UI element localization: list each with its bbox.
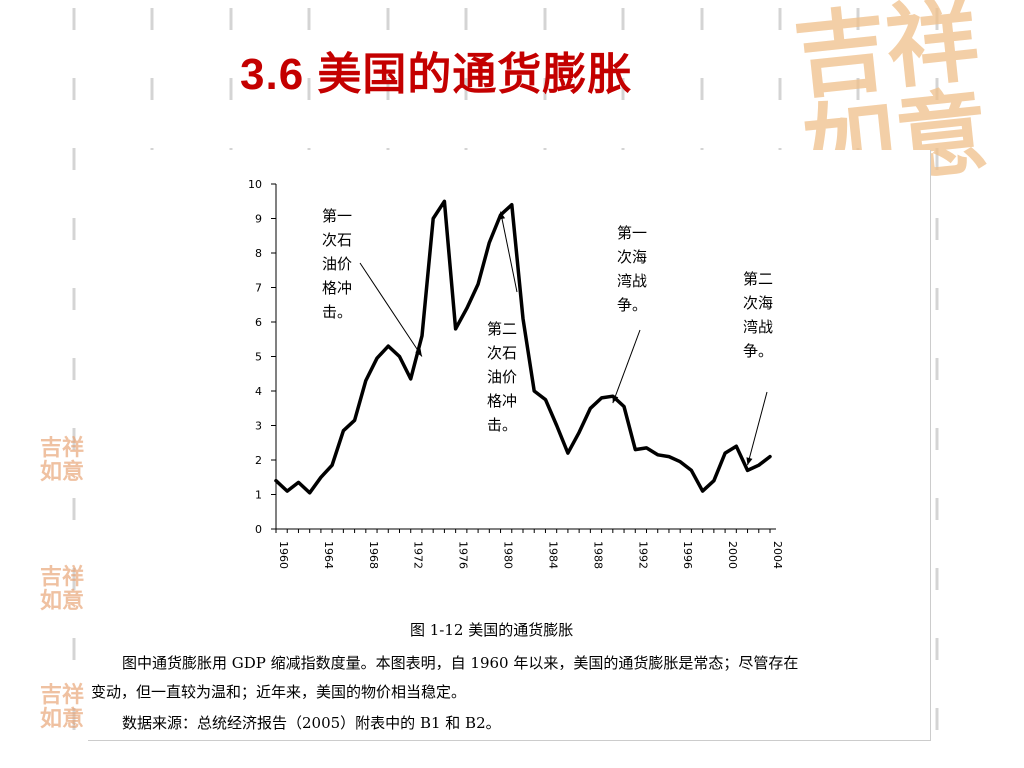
annotation-text: 油价 (487, 368, 517, 386)
small-seal-icon: 吉祥 如意 (40, 682, 85, 732)
description-line-2: 变动，但一直较为温和；近年来，美国的物价相当稳定。 (91, 683, 467, 701)
annotation-text: 第一 (617, 224, 647, 242)
figure-caption: 图 1-12 美国的通货膨胀 (410, 621, 574, 639)
y-tick-label: 8 (255, 247, 262, 260)
annotation-arrow (747, 391, 768, 466)
y-tick-label: 10 (248, 178, 262, 191)
data-source-note: 数据来源：总统经济报告（2005）附表中的 B1 和 B2。 (122, 714, 501, 732)
y-tick-label: 2 (255, 454, 262, 467)
annotation-arrow (359, 262, 423, 357)
annotation-text: 第二 (743, 270, 773, 288)
x-tick-label: 1960 (277, 541, 290, 569)
annotation-text: 击。 (487, 416, 517, 434)
annotation-text: 次石 (487, 344, 517, 362)
annotation-text: 次石 (322, 231, 352, 249)
x-tick-label: 1976 (457, 541, 470, 569)
slide-title: 3.6 美国的通货膨胀 (240, 50, 633, 99)
annotation-text: 击。 (322, 303, 352, 321)
y-tick-label: 0 (255, 523, 262, 536)
y-tick-label: 1 (255, 489, 262, 502)
annotation-arrow (500, 211, 518, 293)
annotation-text: 次海 (743, 294, 773, 312)
annotation-text: 第一 (322, 207, 352, 225)
x-tick-label: 1984 (546, 541, 559, 569)
inflation-series-line (274, 199, 772, 495)
x-tick-label: 2004 (771, 541, 784, 569)
annotation-arrow (612, 329, 641, 404)
x-tick-label: 1996 (681, 541, 694, 569)
small-seal-icon: 吉祥 如意 (40, 435, 85, 485)
annotation-text: 油价 (322, 255, 352, 273)
x-tick-label: 2000 (726, 541, 739, 569)
y-tick-label: 7 (255, 282, 262, 295)
y-tick-label: 3 (255, 420, 262, 433)
annotation-arrowhead (746, 457, 753, 466)
x-tick-label: 1980 (502, 541, 515, 569)
y-tick-label: 6 (255, 316, 262, 329)
x-tick-label: 1992 (636, 541, 649, 569)
annotation-arrowhead (415, 348, 422, 357)
y-tick-label: 5 (255, 351, 262, 364)
figure-frame (88, 150, 931, 741)
annotation-text: 争。 (617, 296, 647, 314)
annotation-text: 争。 (743, 342, 773, 360)
annotation-text: 第二 (487, 320, 517, 338)
x-tick-label: 1968 (367, 541, 380, 569)
annotation-text: 次海 (617, 248, 647, 266)
annotation-text: 湾战 (617, 272, 647, 290)
y-tick-label: 9 (255, 213, 262, 226)
annotation-arrowhead (612, 395, 619, 404)
x-tick-label: 1972 (412, 541, 425, 569)
annotation-text: 格冲 (322, 279, 352, 297)
annotation-text: 湾战 (743, 318, 773, 336)
annotation-arrowhead (498, 211, 506, 220)
small-seal-icon: 吉祥 如意 (40, 564, 85, 614)
y-tick-label: 4 (255, 385, 262, 398)
description-line-1: 图中通货膨胀用 GDP 缩减指数度量。本图表明，自 1960 年以来，美国的通货… (122, 654, 799, 672)
annotation-text: 格冲 (487, 392, 517, 410)
x-tick-label: 1964 (322, 541, 335, 569)
x-tick-label: 1988 (591, 541, 604, 569)
